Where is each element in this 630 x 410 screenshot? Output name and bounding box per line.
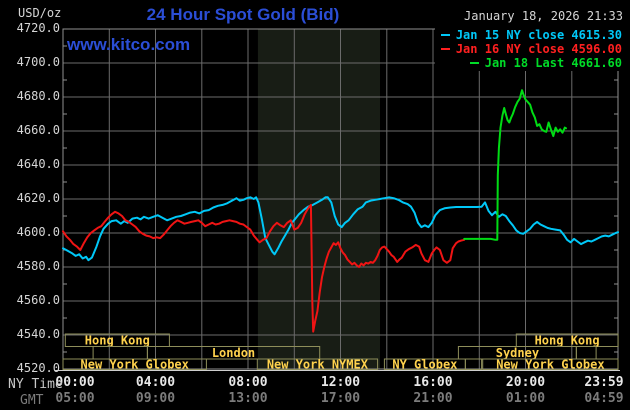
legend-label: Jan 15 NY close [455, 28, 572, 42]
y-tick-label: 4680.0 [16, 89, 60, 103]
x-tick-label-gmt: 13:00 [228, 391, 268, 406]
legend-dash-icon [440, 48, 450, 50]
session-label: New York NYMEX [267, 357, 369, 371]
legend-label: Jan 18 Last [484, 56, 572, 70]
session-label: NY Globex [392, 357, 457, 371]
y-tick-label: 4520.0 [16, 361, 60, 375]
legend: Jan 15 NY close 4615.30 Jan 16 NY close 4… [434, 27, 624, 71]
x-tick-label-ny: 04:00 [135, 375, 176, 390]
legend-value: 4661.60 [571, 56, 622, 70]
y-tick-label: 4620.0 [16, 191, 60, 205]
session-label: New York Globex [496, 357, 604, 371]
legend-row: Jan 16 NY close 4596.00 [440, 42, 622, 56]
session-label: Hong Kong [535, 333, 600, 347]
page-title: 24 Hour Spot Gold (Bid) [146, 5, 340, 24]
x-tick-label-gmt: 09:00 [135, 391, 176, 406]
x-tick-label-gmt: 04:59 [584, 391, 624, 406]
session-box-us-row [482, 358, 619, 370]
x-tick-label-gmt: 17:00 [320, 391, 361, 406]
x-tick-label-gmt: 05:00 [55, 391, 95, 406]
series-jan-18-last [463, 89, 567, 241]
legend-value: 4615.30 [571, 28, 622, 42]
x-tick-label-ny: 23:59 [584, 375, 624, 390]
x-tick-label-ny: 12:00 [320, 375, 361, 390]
session-label: London [212, 346, 255, 360]
session-label: Sydney [496, 346, 539, 360]
session-label: New York Globex [81, 357, 189, 371]
y-tick-label: 4700.0 [16, 55, 60, 69]
y-tick-label: 4640.0 [16, 157, 60, 171]
x-tick-label-gmt: 01:00 [505, 391, 546, 406]
gmt-axis-label: GMT [20, 393, 44, 408]
x-tick-label-ny: 00:00 [55, 375, 95, 390]
legend-row: Jan 15 NY close 4615.30 [440, 28, 622, 42]
units-label: USD/oz [18, 6, 62, 20]
x-tick-label-ny: 16:00 [413, 375, 453, 390]
legend-dash-icon [469, 62, 479, 64]
x-tick-label-gmt: 21:00 [413, 391, 453, 406]
y-tick-label: 4580.0 [16, 259, 60, 273]
series-jan-16-ny-close [62, 203, 466, 333]
legend-dash-icon [440, 34, 450, 36]
legend-label: Jan 16 NY close [455, 42, 572, 56]
session-box-europe-row [146, 346, 321, 360]
session-box-us-row [62, 358, 207, 370]
session-box-us-row [464, 358, 483, 370]
y-tick-label: 4560.0 [16, 293, 60, 307]
y-tick-label: 4540.0 [16, 327, 60, 341]
chart-datetime: January 18, 2026 21:33 [464, 9, 623, 23]
x-tick-label-ny: 08:00 [228, 375, 268, 390]
session-box-us-row [256, 358, 379, 370]
y-tick-label: 4660.0 [16, 123, 60, 137]
kitco-watermark-link[interactable]: www.kitco.com [67, 35, 191, 54]
legend-row: Jan 18 Last 4661.60 [441, 56, 622, 70]
y-tick-label: 4600.0 [16, 225, 60, 239]
legend-value: 4596.00 [571, 42, 622, 56]
series-jan-15-ny-close [62, 196, 619, 262]
y-tick-label: 4720.0 [16, 21, 60, 35]
x-tick-label-ny: 20:00 [505, 375, 546, 390]
ny-time-axis-label: NY Time [8, 377, 63, 392]
session-label: Hong Kong [85, 333, 150, 347]
